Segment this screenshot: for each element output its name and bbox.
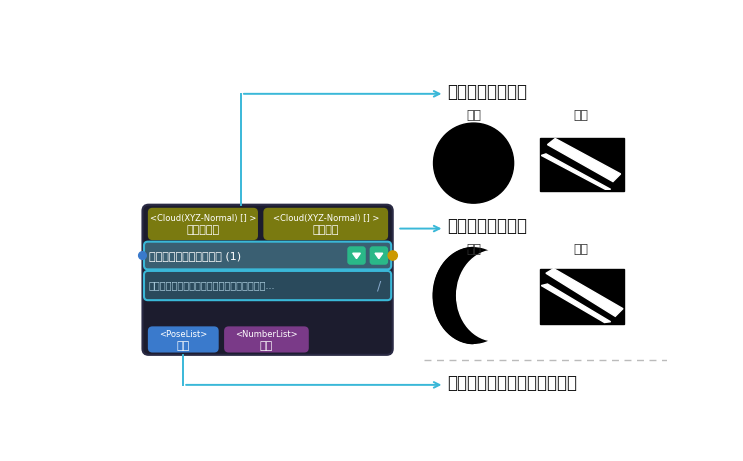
Text: 相机坐标系下圆孔中心的位姿: 相机坐标系下圆孔中心的位姿 xyxy=(447,374,577,392)
Ellipse shape xyxy=(457,250,533,341)
Text: 位姿: 位姿 xyxy=(177,341,190,351)
Circle shape xyxy=(139,252,146,260)
FancyBboxPatch shape xyxy=(540,269,625,324)
Text: 侧面: 侧面 xyxy=(574,109,589,122)
Text: 侧面: 侧面 xyxy=(574,243,589,256)
FancyBboxPatch shape xyxy=(347,246,366,265)
Text: 结果: 结果 xyxy=(260,341,273,351)
Text: <NumberList>: <NumberList> xyxy=(235,330,298,338)
FancyBboxPatch shape xyxy=(224,326,309,353)
Text: 正面: 正面 xyxy=(466,109,481,122)
Text: 过滤一次后的点云: 过滤一次后的点云 xyxy=(447,217,528,235)
Polygon shape xyxy=(542,284,611,323)
Polygon shape xyxy=(375,253,383,259)
Text: 检测圆孔，计算圆孔中心在相机坐标系下的位...: 检测圆孔，计算圆孔中心在相机坐标系下的位... xyxy=(149,281,275,290)
Text: /: / xyxy=(377,279,381,292)
Polygon shape xyxy=(353,253,360,259)
Text: 原始点云: 原始点云 xyxy=(313,225,339,235)
Text: 正面: 正面 xyxy=(466,243,481,256)
FancyBboxPatch shape xyxy=(540,138,625,191)
Text: 计算圆孔中心位姿与直径 (1): 计算圆孔中心位姿与直径 (1) xyxy=(149,250,241,260)
FancyBboxPatch shape xyxy=(143,205,393,355)
FancyBboxPatch shape xyxy=(369,246,388,265)
Text: 带法向点云: 带法向点云 xyxy=(186,225,219,235)
FancyBboxPatch shape xyxy=(144,242,391,269)
Text: <Cloud(XYZ-Normal) [] >: <Cloud(XYZ-Normal) [] > xyxy=(150,214,256,223)
FancyBboxPatch shape xyxy=(148,208,258,240)
Ellipse shape xyxy=(433,248,513,343)
Text: <PoseList>: <PoseList> xyxy=(159,330,207,338)
Circle shape xyxy=(433,123,513,203)
FancyBboxPatch shape xyxy=(263,208,388,240)
Circle shape xyxy=(388,251,398,260)
Polygon shape xyxy=(542,154,611,189)
Text: <Cloud(XYZ-Normal) [] >: <Cloud(XYZ-Normal) [] > xyxy=(273,214,379,223)
Polygon shape xyxy=(548,138,620,182)
Polygon shape xyxy=(546,269,623,316)
FancyBboxPatch shape xyxy=(144,271,391,300)
Text: 过滤多次后的点云: 过滤多次后的点云 xyxy=(447,83,528,101)
FancyBboxPatch shape xyxy=(148,326,218,353)
